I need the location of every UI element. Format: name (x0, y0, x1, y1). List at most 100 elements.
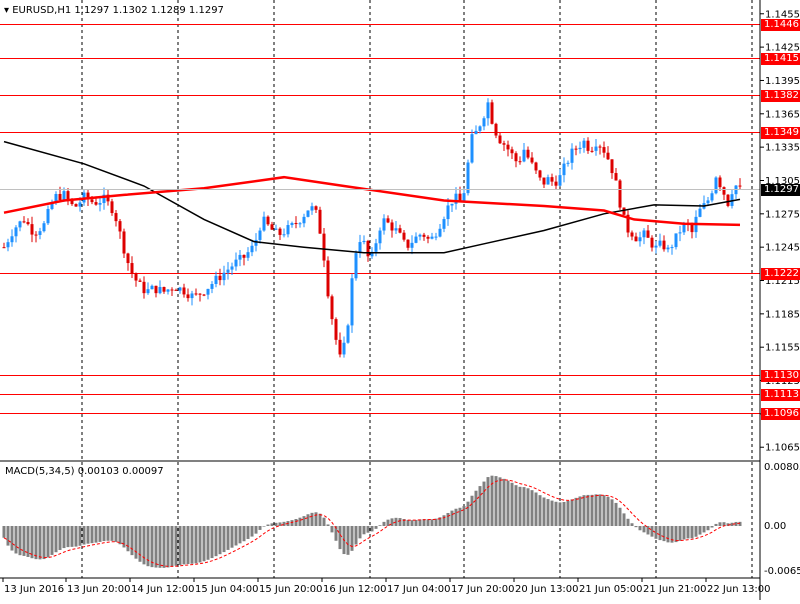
macd-bar-59 (238, 526, 242, 544)
ma-slow-line (3, 140, 741, 254)
macd-bar-135 (542, 497, 546, 526)
candle-body-159 (638, 237, 642, 242)
candles (2, 98, 742, 358)
macd-bar-24 (98, 526, 102, 542)
dropdown-icon[interactable]: ▾ (4, 5, 10, 16)
candle-body-129 (518, 161, 522, 163)
candle-body-61 (246, 252, 250, 258)
macd-bar-51 (206, 526, 210, 560)
candle-body-70 (282, 234, 286, 236)
macd-bar-35 (142, 526, 146, 565)
candle-body-7 (30, 224, 34, 235)
candle-body-112 (450, 203, 454, 206)
candle-body-52 (210, 284, 214, 289)
level-label-5: 1.1130 (761, 369, 800, 382)
candle-body-56 (226, 269, 230, 273)
macd-bar-57 (230, 526, 234, 548)
macd-bar-132 (530, 490, 534, 526)
macd-bar-154 (618, 507, 622, 526)
macd-bar-16 (66, 526, 70, 548)
macd-bar-14 (58, 526, 62, 550)
macd-bar-72 (290, 520, 294, 526)
macd-tick-min: -0.00652 (764, 566, 800, 577)
candle-body-104 (418, 234, 422, 237)
macd-bar-107 (430, 519, 434, 526)
candle-body-0 (2, 247, 6, 249)
price-tick-label-2: 1.1395 (765, 76, 800, 87)
candle-body-15 (62, 191, 66, 201)
time-tick-label-1: 13 Jun 20:00 (67, 584, 131, 595)
macd-bar-12 (50, 526, 54, 555)
macd-bar-4 (18, 526, 22, 556)
macd-bar-32 (130, 526, 134, 556)
macd-bar-124 (498, 477, 502, 526)
macd-bar-174 (698, 526, 702, 535)
candle-body-21 (86, 192, 90, 200)
macd-bar-44 (178, 526, 182, 565)
macd-bar-114 (458, 507, 462, 526)
candle-body-23 (94, 202, 98, 205)
candle-body-100 (402, 232, 406, 240)
candle-body-154 (618, 180, 622, 208)
candle-body-115 (462, 193, 466, 201)
candle-body-40 (162, 286, 166, 292)
macd-bar-30 (122, 526, 126, 548)
level-label-0: 1.1446 (761, 18, 800, 31)
macd-bar-31 (126, 526, 130, 552)
macd-bar-80 (322, 517, 326, 526)
macd-bar-62 (250, 526, 254, 537)
candle-body-75 (302, 216, 306, 224)
macd-bar-134 (538, 495, 542, 526)
candle-body-156 (626, 214, 630, 233)
macd-bar-46 (186, 526, 190, 565)
candle-body-43 (174, 289, 178, 291)
level-label-1: 1.1415 (761, 52, 800, 65)
candle-body-60 (242, 254, 246, 258)
candle-body-10 (42, 223, 46, 232)
candle-body-26 (106, 194, 110, 202)
macd-bar-128 (514, 485, 518, 526)
macd-bar-76 (306, 514, 310, 526)
candle-body-90 (362, 240, 366, 243)
macd-bar-141 (566, 500, 570, 526)
candle-body-134 (538, 170, 542, 178)
candle-body-55 (222, 272, 226, 281)
macd-bar-66 (266, 524, 270, 526)
macd-bar-117 (470, 495, 474, 526)
macd-bar-40 (162, 526, 166, 568)
macd-bar-61 (246, 526, 250, 539)
macd-bar-178 (714, 523, 718, 526)
macd-bar-39 (158, 526, 162, 568)
candle-body-105 (422, 234, 426, 237)
candle-body-137 (550, 177, 554, 182)
candle-body-157 (630, 232, 634, 237)
macd-bar-139 (558, 502, 562, 526)
candle-body-98 (394, 228, 398, 231)
candle-body-64 (258, 230, 262, 240)
macd-bar-99 (398, 518, 402, 526)
macd-bar-20 (82, 526, 86, 545)
macd-bar-148 (594, 494, 598, 526)
macd-tick-max: 0.00803 (764, 462, 800, 473)
macd-bar-131 (526, 488, 530, 526)
macd-bar-146 (586, 494, 590, 526)
macd-bar-162 (650, 526, 654, 537)
candle-body-8 (34, 234, 38, 236)
macd-bar-126 (506, 480, 510, 526)
candle-body-94 (378, 230, 382, 244)
candle-body-35 (142, 281, 146, 294)
candle-body-176 (706, 200, 710, 204)
candle-body-38 (154, 285, 158, 294)
candle-body-120 (482, 118, 486, 127)
macd-bar-86 (346, 526, 350, 555)
candle-body-11 (46, 208, 50, 224)
macd-bar-180 (722, 522, 726, 526)
time-tick-label-11: 22 Jun 13:00 (707, 584, 771, 595)
candle-body-82 (330, 296, 334, 320)
macd-bar-153 (614, 502, 618, 526)
candle-body-1 (6, 242, 10, 248)
candle-body-12 (50, 202, 54, 209)
time-tick-label-0: 13 Jun 2016 (4, 584, 64, 595)
candle-body-74 (298, 223, 302, 225)
